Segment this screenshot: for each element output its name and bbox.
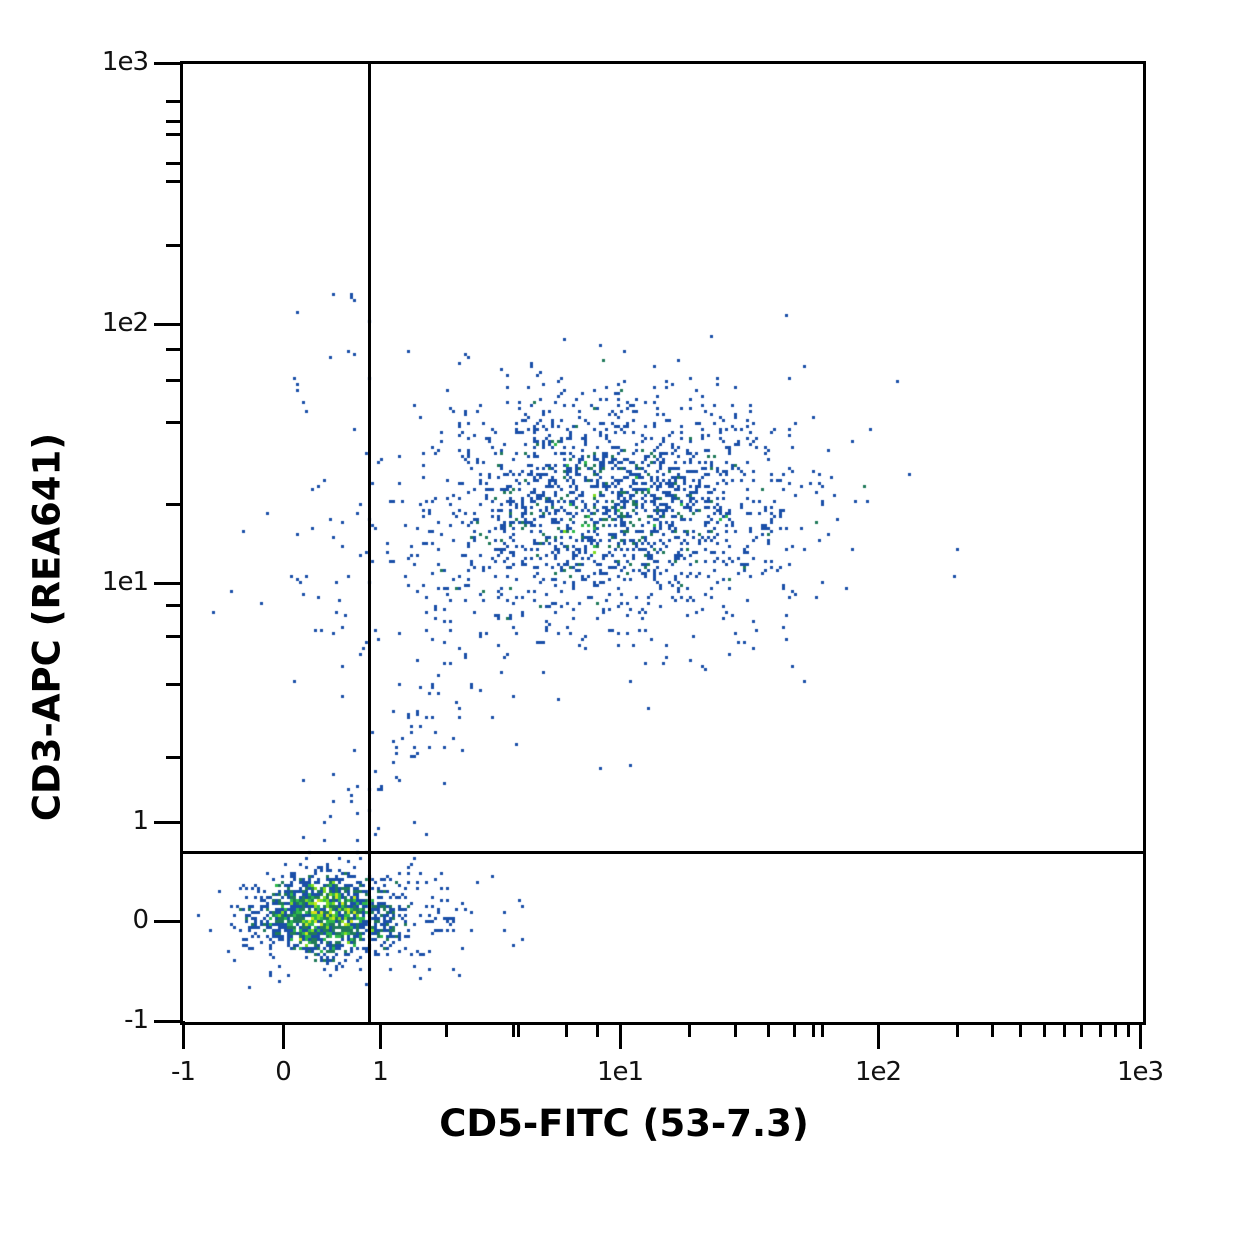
x-minor-tick [445, 1023, 448, 1037]
x-tick-label: 0 [275, 1057, 292, 1087]
y-tick-label: 0 [132, 905, 149, 935]
x-axis-title: CD5-FITC (53-7.3) [439, 1102, 809, 1145]
y-minor-tick [166, 133, 180, 136]
y-minor-tick [166, 120, 180, 123]
x-major-tick [282, 1023, 285, 1049]
x-tick-label: 1e3 [1116, 1057, 1164, 1087]
x-minor-tick [517, 1023, 520, 1037]
x-minor-tick [821, 1023, 824, 1037]
x-tick-label: -1 [171, 1057, 196, 1087]
x-major-tick [619, 1023, 622, 1049]
x-tick-label: 1 [372, 1057, 389, 1087]
x-tick-label: 1e1 [596, 1057, 644, 1087]
x-minor-tick [1019, 1023, 1022, 1037]
x-minor-tick [565, 1023, 568, 1037]
quadrant-gate-vertical-line[interactable] [368, 61, 371, 1023]
y-major-tick [154, 1020, 180, 1023]
y-minor-tick [166, 244, 180, 247]
quadrant-gate-horizontal-line[interactable] [180, 851, 1144, 854]
x-minor-tick [1080, 1023, 1083, 1037]
y-minor-tick [166, 421, 180, 424]
y-tick-label: 1e1 [101, 567, 149, 597]
axis-corner [182, 1021, 185, 1025]
x-minor-tick [1043, 1023, 1046, 1037]
x-minor-tick [596, 1023, 599, 1037]
x-minor-tick [812, 1023, 815, 1037]
y-minor-tick [166, 503, 180, 506]
y-major-tick [154, 821, 180, 824]
x-major-tick [877, 1023, 880, 1049]
x-minor-tick [734, 1023, 737, 1037]
x-minor-tick [1063, 1023, 1066, 1037]
x-major-tick [379, 1023, 382, 1049]
y-minor-tick [166, 635, 180, 638]
x-minor-tick [1114, 1023, 1117, 1037]
x-minor-tick [1099, 1023, 1102, 1037]
y-major-tick [154, 582, 180, 585]
x-minor-tick [688, 1023, 691, 1037]
y-major-tick [154, 62, 180, 65]
y-major-tick [154, 920, 180, 923]
y-tick-label: 1 [132, 806, 149, 836]
y-axis-title: CD3-APC (REA641) [25, 432, 69, 822]
y-minor-tick [166, 379, 180, 382]
y-tick-label: 1e3 [101, 47, 149, 77]
y-minor-tick [166, 683, 180, 686]
y-minor-tick [166, 756, 180, 759]
y-minor-tick [166, 100, 180, 103]
y-tick-label: 1e2 [101, 308, 149, 338]
x-major-tick [182, 1023, 185, 1049]
y-minor-tick [166, 604, 180, 607]
x-minor-tick [512, 1023, 515, 1037]
x-minor-tick [767, 1023, 770, 1037]
x-minor-tick [793, 1023, 796, 1037]
y-tick-label: -1 [124, 1005, 149, 1035]
x-minor-tick [991, 1023, 994, 1037]
x-minor-tick [1127, 1023, 1130, 1037]
y-minor-tick [166, 348, 180, 351]
y-minor-tick [166, 162, 180, 165]
x-minor-tick [956, 1023, 959, 1037]
y-minor-tick [166, 180, 180, 183]
x-tick-label: 1e2 [854, 1057, 902, 1087]
y-major-tick [154, 323, 180, 326]
x-major-tick [1139, 1023, 1142, 1049]
